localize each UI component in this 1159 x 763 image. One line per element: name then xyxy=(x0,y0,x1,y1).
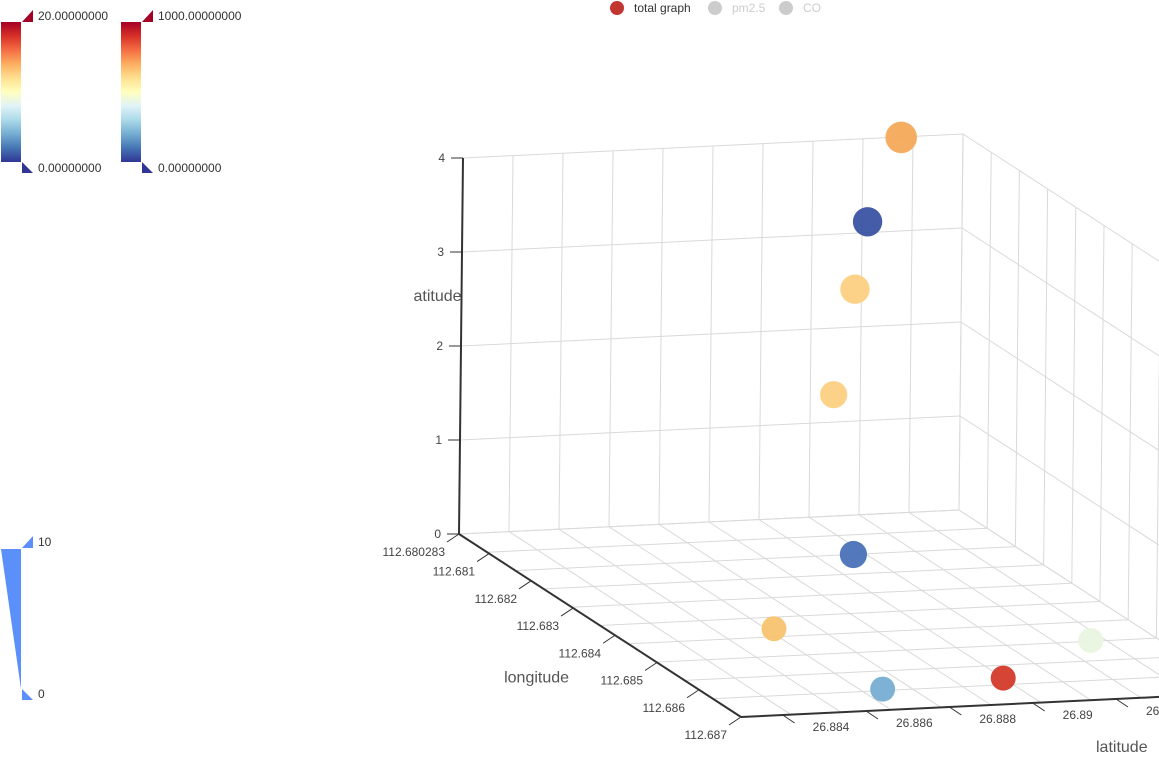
grid-layer xyxy=(458,133,1159,718)
x-axis-tick xyxy=(644,662,658,671)
visual-map-3-bar xyxy=(1,549,21,689)
back-wall-grid-line xyxy=(958,509,1159,641)
visual-map-2-bar xyxy=(121,22,141,162)
scatter-point[interactable] xyxy=(852,207,883,237)
visual-map-1[interactable]: 20.00000000 0.00000000 xyxy=(1,9,108,175)
scatter-3d-plot[interactable]: 0 1 2 3 4 112.680283 112.681 112.682 112.683 112.… xyxy=(382,121,1159,756)
legend: total graph pm2.5 CO xyxy=(610,1,821,15)
floor-grid-line xyxy=(708,521,992,706)
y-axis-tick-label: 26.886 xyxy=(896,716,933,730)
x-axis-tick-label: 112.684 xyxy=(559,646,602,660)
legend-item-co[interactable]: CO xyxy=(779,1,821,15)
legend-label-co: CO xyxy=(803,1,821,15)
visual-map-1-min-label: 0.00000000 xyxy=(38,161,102,175)
z-axis-tick-label: 4 xyxy=(438,151,445,165)
legend-label-total-graph: total graph xyxy=(634,1,691,15)
scatter-point[interactable] xyxy=(839,540,868,569)
point-layer[interactable] xyxy=(761,121,1104,702)
side-wall-grid-line xyxy=(458,509,960,535)
back-wall-grid-line xyxy=(961,227,1159,357)
x-axis-tick-label: 112.683 xyxy=(517,619,560,633)
visual-map-1-bottom-handle[interactable] xyxy=(22,162,33,173)
legend-item-pm25[interactable]: pm2.5 xyxy=(708,1,766,15)
z-axis-tick-label: 1 xyxy=(435,433,442,447)
x-axis-tick-label: 112.685 xyxy=(601,674,644,688)
scatter-point[interactable] xyxy=(990,665,1016,691)
legend-marker-total-graph xyxy=(610,1,624,15)
legend-item-total-graph[interactable]: total graph xyxy=(610,1,691,15)
visual-map-2-max-label: 1000.00000000 xyxy=(158,9,242,23)
visual-map-3-bottom-handle[interactable] xyxy=(22,689,33,700)
back-wall-grid-line xyxy=(962,133,1159,262)
visual-map-2-top-handle[interactable] xyxy=(142,10,153,22)
legend-label-pm25: pm2.5 xyxy=(732,1,766,15)
y-axis-line xyxy=(740,695,1159,718)
floor-grid-line xyxy=(684,657,1159,681)
y-axis-tick xyxy=(1115,698,1129,708)
x-axis-tick xyxy=(476,553,490,562)
x-axis-tick xyxy=(602,634,616,644)
y-axis-tick xyxy=(782,714,795,724)
scatter-point[interactable] xyxy=(1078,627,1104,653)
side-wall-grid-line xyxy=(462,133,964,159)
x-axis-name: longitude xyxy=(504,670,569,687)
y-axis-tick-label: 26.888 xyxy=(979,712,1016,726)
visual-map-3-top-handle[interactable] xyxy=(22,536,33,548)
visual-map-3[interactable]: 10 0 xyxy=(1,535,52,701)
z-axis-tick-label: 2 xyxy=(436,339,443,353)
back-wall-grid-line xyxy=(960,321,1159,452)
y-axis-tick-label: 26.89 xyxy=(1063,708,1093,722)
x-axis-tick-label: 112.686 xyxy=(643,701,686,715)
y-axis-tick xyxy=(949,706,962,716)
visual-map-3-min-label: 0 xyxy=(38,687,45,701)
axis-layer: 0 1 2 3 4 112.680283 112.681 112.682 112.683 112.… xyxy=(382,151,1159,742)
scatter-point[interactable] xyxy=(820,381,848,409)
x-axis-tick xyxy=(518,580,532,590)
visual-map-3-max-label: 10 xyxy=(38,535,52,549)
visual-map-2-bottom-handle[interactable] xyxy=(142,162,153,173)
x-axis-line xyxy=(458,533,742,718)
x-axis-tick xyxy=(560,607,574,617)
legend-marker-co xyxy=(779,1,793,15)
scatter-point[interactable] xyxy=(840,274,870,304)
side-wall-grid-line xyxy=(461,227,963,253)
x-axis-tick-label: 112.681 xyxy=(433,565,476,579)
y-axis-tick-label: 26.884 xyxy=(813,720,850,734)
z-axis-tick-label: 3 xyxy=(437,245,444,259)
floor-grid-line xyxy=(628,619,1129,645)
y-axis-name: latitude xyxy=(1096,739,1148,756)
visual-map-1-top-handle-cut xyxy=(22,10,33,22)
x-axis-tick xyxy=(686,689,700,699)
visual-map-1-bar xyxy=(1,22,21,162)
visual-map-2-min-label: 0.00000000 xyxy=(158,161,222,175)
x-axis-tick-label: 112.687 xyxy=(685,728,728,742)
y-axis-tick xyxy=(1032,702,1045,712)
back-wall-grid-line xyxy=(959,415,1159,546)
legend-marker-pm25 xyxy=(708,1,722,15)
floor-grid-line xyxy=(712,676,1159,700)
scatter-point[interactable] xyxy=(885,121,918,154)
floor-grid-line xyxy=(858,514,1142,699)
scatter-point[interactable] xyxy=(870,676,896,702)
side-wall-grid-line xyxy=(459,415,961,441)
z-axis-tick-label: 0 xyxy=(434,527,441,541)
x-axis-tick xyxy=(446,533,460,543)
visual-map-2[interactable]: 1000.00000000 0.00000000 xyxy=(121,9,242,175)
floor-grid-line xyxy=(656,637,1157,663)
floor-grid-line xyxy=(908,511,1159,676)
y-axis-tick xyxy=(865,710,879,720)
z-axis-name: atitude xyxy=(413,288,461,305)
scatter-point[interactable] xyxy=(761,616,787,642)
visual-map-1-max-label: 20.00000000 xyxy=(38,9,108,23)
x-axis-tick-label: 112.680283 xyxy=(382,545,445,559)
side-wall-grid-line xyxy=(460,321,962,347)
x-axis-tick xyxy=(728,716,742,726)
y-axis-tick-label: 26.892 xyxy=(1146,704,1159,718)
x-axis-tick-label: 112.682 xyxy=(475,592,518,606)
